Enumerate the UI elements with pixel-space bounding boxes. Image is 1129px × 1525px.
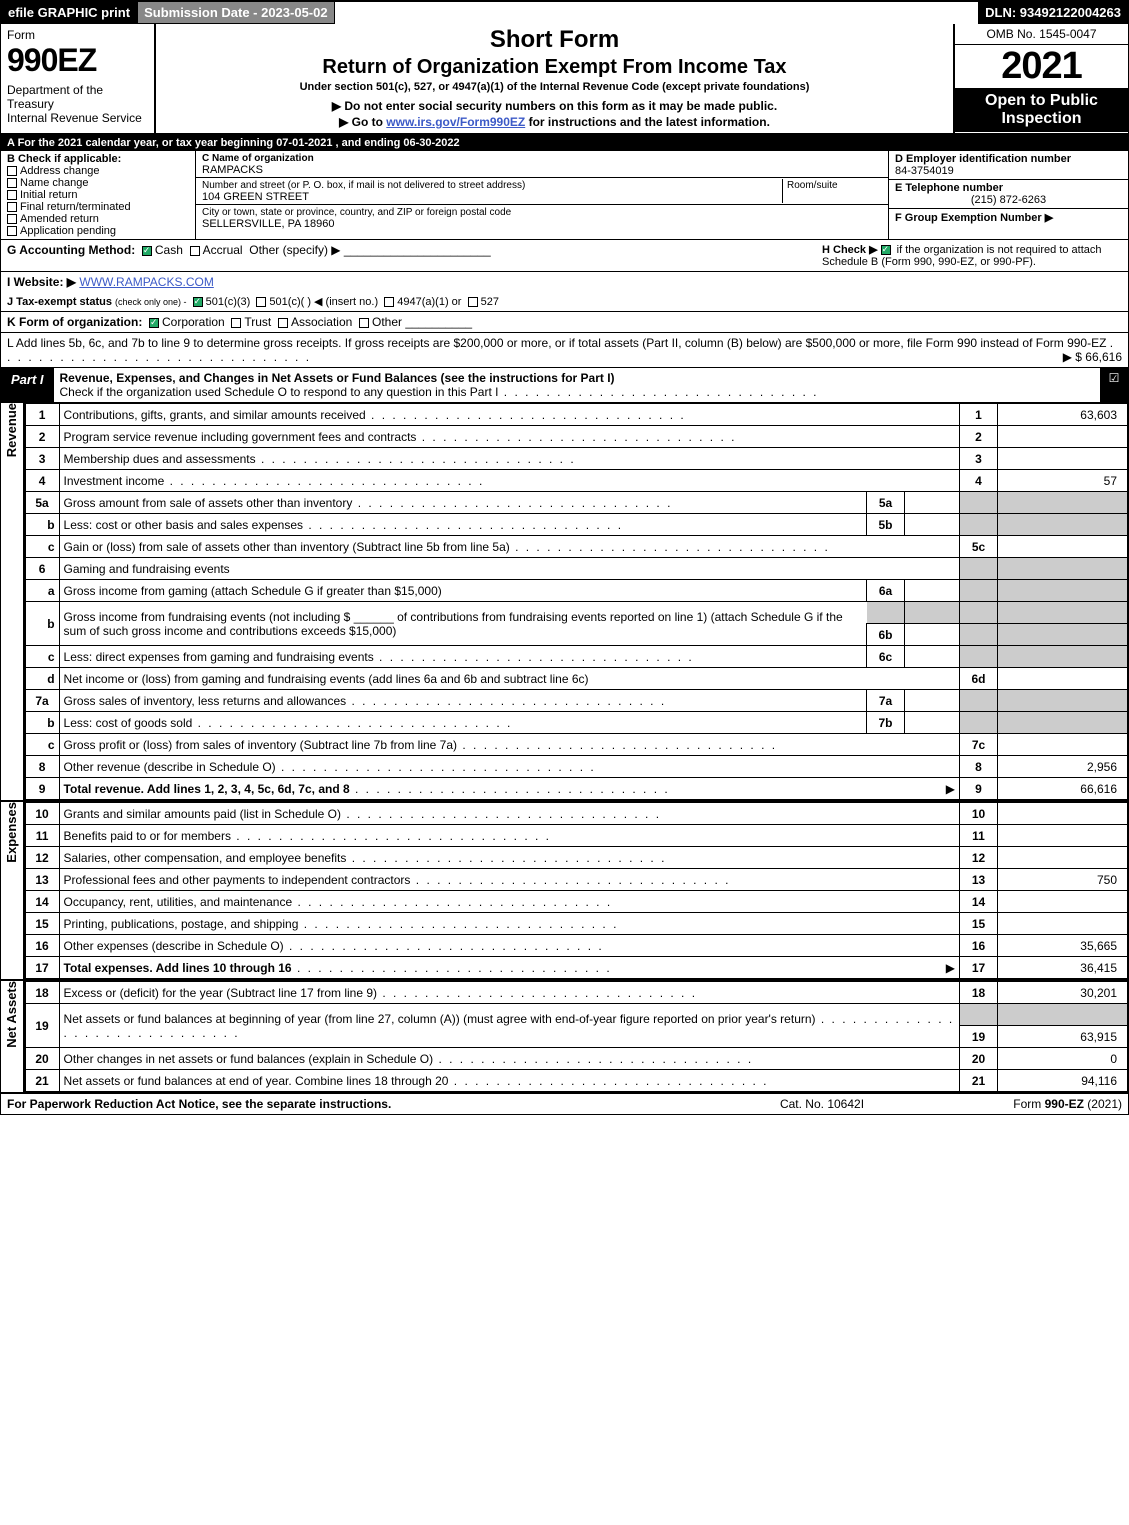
catalog-number: Cat. No. 10642I (722, 1097, 922, 1111)
expenses-section: Expenses 10Grants and similar amounts pa… (1, 800, 1128, 979)
ein-value: 84-3754019 (895, 165, 954, 177)
checkbox-corporation[interactable] (149, 318, 159, 328)
line16-amount: 35,665 (998, 935, 1128, 957)
row-l: L Add lines 5b, 6c, and 7b to line 9 to … (1, 333, 1128, 368)
line18-amount: 30,201 (998, 982, 1128, 1004)
section-def: D Employer identification number 84-3754… (888, 151, 1128, 239)
line17-amount: 36,415 (998, 957, 1128, 979)
dln-label: DLN: 93492122004263 (978, 1, 1128, 24)
revenue-section: Revenue 1Contributions, gifts, grants, a… (1, 403, 1128, 800)
row-gh: G Accounting Method: Cash Accrual Other … (1, 240, 1128, 272)
checkbox-other-org[interactable] (359, 318, 369, 328)
form-header: Form 990EZ Department of the Treasury In… (1, 24, 1128, 135)
netassets-sidebar: Net Assets (1, 981, 25, 1092)
form-title-main: Return of Organization Exempt From Incom… (162, 56, 947, 79)
checkbox-501c[interactable] (256, 297, 266, 307)
gross-receipts-amount: ▶ $ 66,616 (1063, 350, 1122, 364)
checkbox-final-return[interactable] (7, 202, 17, 212)
section-b: B Check if applicable: Address change Na… (1, 151, 196, 239)
sections-bcd: B Check if applicable: Address change Na… (1, 151, 1128, 240)
part1-header: Part I Revenue, Expenses, and Changes in… (1, 368, 1128, 403)
top-bar: efile GRAPHIC print Submission Date - 20… (1, 1, 1128, 24)
efile-print-button[interactable]: efile GRAPHIC print (1, 1, 137, 24)
row-j: J Tax-exempt status (check only one) - 5… (1, 292, 1128, 312)
paperwork-notice: For Paperwork Reduction Act Notice, see … (7, 1097, 722, 1111)
telephone-value: (215) 872-6263 (895, 194, 1122, 206)
ssn-warning: ▶ Do not enter social security numbers o… (162, 99, 947, 113)
revenue-sidebar: Revenue (1, 403, 25, 800)
checkbox-amended-return[interactable] (7, 214, 17, 224)
org-address: 104 GREEN STREET (202, 191, 309, 203)
checkbox-name-change[interactable] (7, 178, 17, 188)
section-c: C Name of organization RAMPACKS Number a… (196, 151, 888, 239)
part1-checkbox[interactable]: ☑ (1100, 368, 1128, 402)
omb-number: OMB No. 1545-0047 (955, 24, 1128, 45)
page-footer: For Paperwork Reduction Act Notice, see … (1, 1092, 1128, 1114)
line13-amount: 750 (998, 869, 1128, 891)
org-city: SELLERSVILLE, PA 18960 (202, 218, 335, 230)
line21-amount: 94,116 (998, 1070, 1128, 1092)
form-footer-id: Form 990-EZ (2021) (922, 1097, 1122, 1111)
checkbox-4947[interactable] (384, 297, 394, 307)
line19-amount: 63,915 (998, 1026, 1128, 1048)
expenses-sidebar: Expenses (1, 802, 25, 979)
section-a: A For the 2021 calendar year, or tax yea… (1, 135, 1128, 151)
line9-amount: 66,616 (998, 778, 1128, 800)
netassets-section: Net Assets 18Excess or (deficit) for the… (1, 979, 1128, 1092)
website-link[interactable]: WWW.RAMPACKS.COM (79, 275, 213, 289)
group-exemption-label: F Group Exemption Number ▶ (895, 212, 1053, 224)
checkbox-accrual[interactable] (190, 246, 200, 256)
org-name: RAMPACKS (202, 164, 263, 176)
checkbox-schedule-b[interactable] (881, 245, 891, 255)
form-subtitle: Under section 501(c), 527, or 4947(a)(1)… (162, 81, 947, 93)
tax-year: 2021 (955, 45, 1128, 88)
form-number: 990EZ (7, 42, 148, 79)
form-label: Form (7, 28, 148, 42)
row-i: I Website: ▶ WWW.RAMPACKS.COM (1, 272, 1128, 292)
line20-amount: 0 (998, 1048, 1128, 1070)
checkbox-trust[interactable] (231, 318, 241, 328)
goto-line: ▶ Go to www.irs.gov/Form990EZ for instru… (162, 115, 947, 129)
row-k: K Form of organization: Corporation Trus… (1, 312, 1128, 333)
line1-amount: 63,603 (998, 404, 1128, 426)
section-b-label: B Check if applicable: (7, 153, 189, 165)
checkbox-application-pending[interactable] (7, 226, 17, 236)
checkbox-cash[interactable] (142, 246, 152, 256)
submission-date: Submission Date - 2023-05-02 (137, 1, 335, 24)
checkbox-initial-return[interactable] (7, 190, 17, 200)
line4-amount: 57 (998, 470, 1128, 492)
part1-tab: Part I (1, 368, 54, 402)
line8-amount: 2,956 (998, 756, 1128, 778)
checkbox-association[interactable] (278, 318, 288, 328)
irs-link[interactable]: www.irs.gov/Form990EZ (386, 115, 525, 129)
checkbox-501c3[interactable] (193, 297, 203, 307)
form-page: efile GRAPHIC print Submission Date - 20… (0, 0, 1129, 1115)
department-label: Department of the Treasury Internal Reve… (7, 83, 148, 125)
checkbox-address-change[interactable] (7, 166, 17, 176)
open-to-public: Open to Public Inspection (955, 88, 1128, 132)
checkbox-527[interactable] (468, 297, 478, 307)
form-title-short: Short Form (162, 26, 947, 54)
